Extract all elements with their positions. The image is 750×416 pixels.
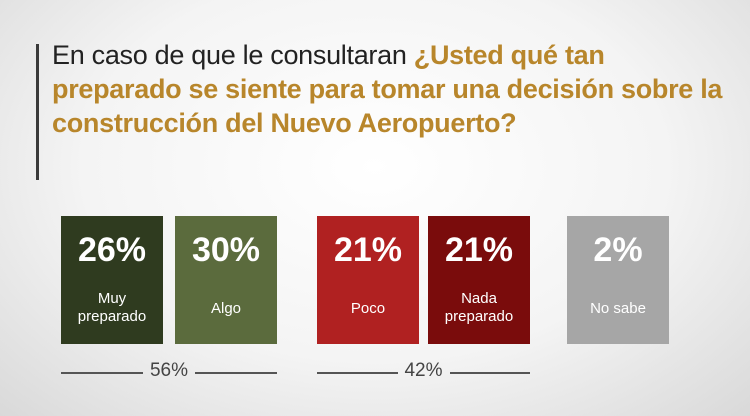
group-line — [449, 372, 530, 374]
category-label: No sabe — [590, 300, 646, 317]
value-label: 21% — [444, 231, 514, 269]
bar-card: 21% Nada preparado — [428, 216, 530, 344]
group-total-label: 56% — [149, 360, 189, 381]
chart-title: En caso de que le consultaran ¿Usted qué… — [52, 38, 732, 140]
title-prefix: En caso de que le consultaran — [52, 40, 414, 70]
group-line — [317, 372, 398, 374]
bar-card: 26% Muy preparado — [61, 216, 163, 344]
category-label: Muy preparado — [77, 290, 147, 325]
bar-card: 21% Poco — [317, 216, 419, 344]
category-label: Nada preparado — [444, 290, 514, 325]
value-label: 30% — [191, 231, 261, 269]
category-label: Algo — [210, 300, 242, 317]
title-accent-bar — [36, 44, 39, 180]
bar-card: 2% No sabe — [567, 216, 669, 344]
category-label: Poco — [350, 300, 386, 317]
value-label: 2% — [593, 231, 643, 269]
title-question: ¿Usted qué tan preparado se siente para … — [52, 40, 723, 138]
value-label: 21% — [333, 231, 403, 269]
bar-card: 30% Algo — [175, 216, 277, 344]
group-total-label: 42% — [404, 360, 443, 381]
value-label: 26% — [77, 231, 147, 269]
group-line — [195, 372, 277, 374]
group-line — [61, 372, 143, 374]
